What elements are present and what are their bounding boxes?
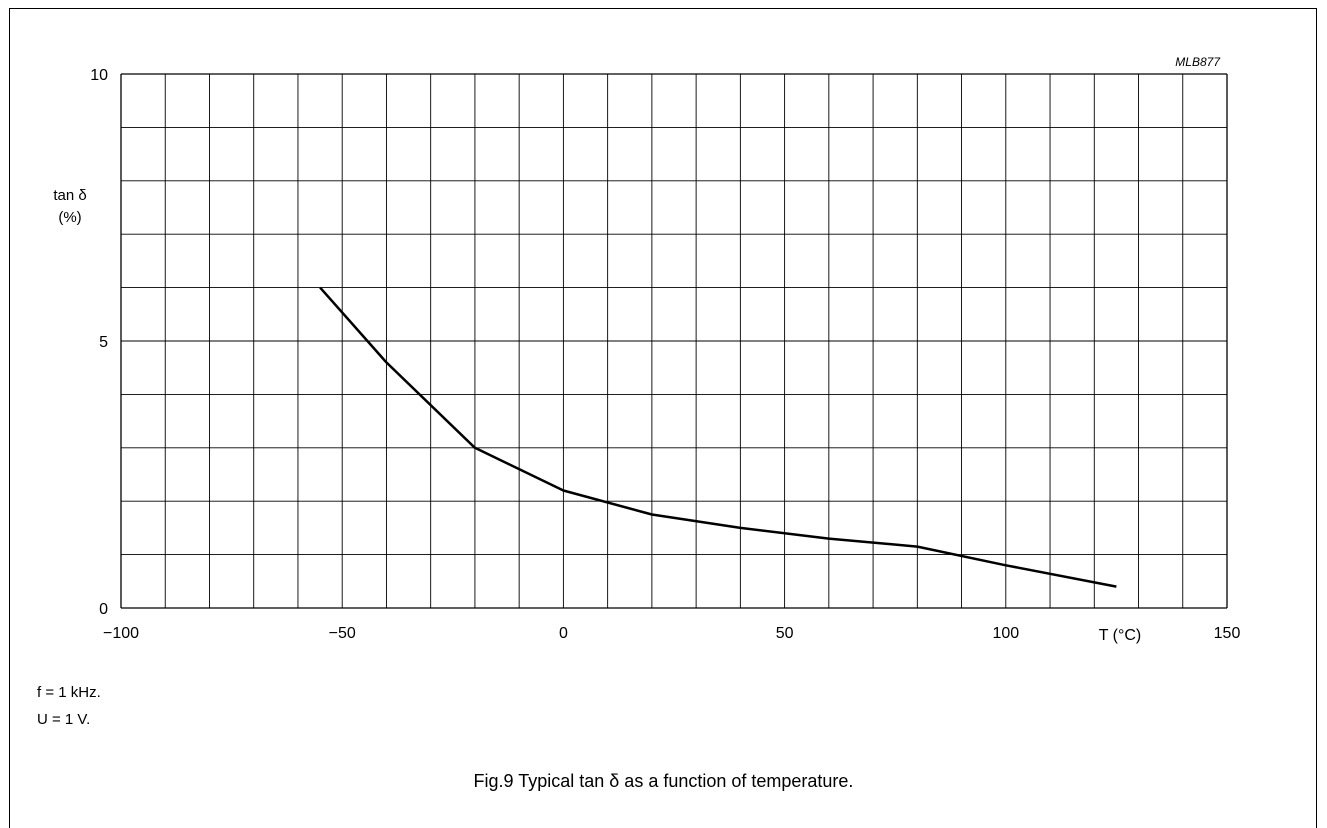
y-tick-label: 0 xyxy=(99,601,108,618)
x-tick-label: 50 xyxy=(776,625,794,642)
x-tick-label: 150 xyxy=(1214,625,1241,642)
figure-caption: Fig.9 Typical tan δ as a function of tem… xyxy=(473,771,854,791)
figure-code: MLB877 xyxy=(1175,55,1221,69)
x-tick-label: −50 xyxy=(329,625,356,642)
y-tick-label: 10 xyxy=(90,67,108,84)
figure-frame xyxy=(9,8,1317,828)
series-group xyxy=(319,286,1117,588)
x-tick-label: 0 xyxy=(559,625,568,642)
grid xyxy=(120,73,1228,609)
x-tick-label: 100 xyxy=(992,625,1019,642)
y-tick-label: 5 xyxy=(99,334,108,351)
y-axis-label-line2: (%) xyxy=(58,209,81,226)
tick-labels: −100 −50 0 50 100 150 0 5 10 xyxy=(90,67,1240,642)
y-axis-label-line1: tan δ xyxy=(53,187,86,204)
series-line xyxy=(319,286,1117,588)
x-axis-label: T (°C) xyxy=(1099,627,1142,644)
condition-frequency: f = 1 kHz. xyxy=(37,684,101,701)
condition-voltage: U = 1 V. xyxy=(37,711,91,728)
x-tick-label: −100 xyxy=(103,625,139,642)
